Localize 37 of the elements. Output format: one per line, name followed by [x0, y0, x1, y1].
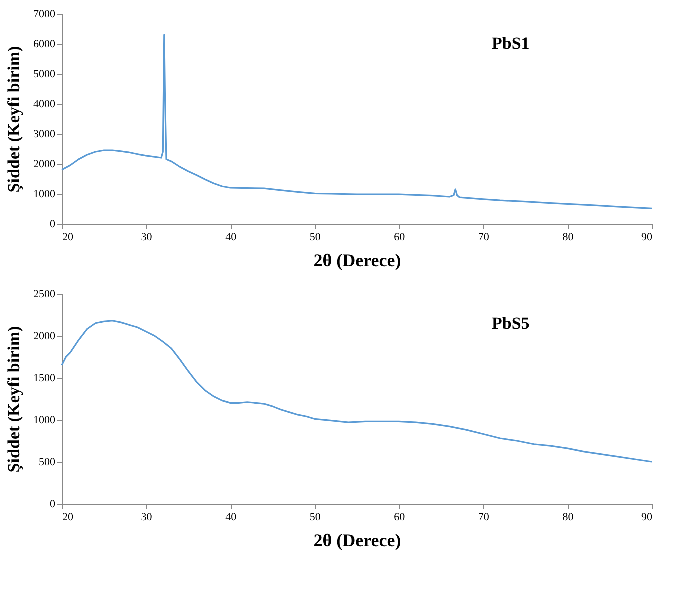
annotation: PbS1	[492, 34, 530, 53]
y-tick-label: 500	[39, 456, 56, 468]
y-tick-label: 1500	[34, 372, 56, 384]
y-tick-label: 2000	[34, 330, 56, 342]
y-tick-label: 4000	[34, 98, 56, 110]
x-axis-title: 2θ (Derece)	[314, 530, 402, 550]
y-tick-label: 0	[50, 218, 56, 230]
x-tick-label: 60	[394, 232, 406, 244]
x-tick-label: 90	[642, 512, 653, 524]
x-tick-label: 40	[226, 232, 238, 244]
x-tick-label: 70	[478, 512, 490, 524]
annotation: PbS5	[492, 314, 530, 333]
y-tick-label: 1000	[34, 188, 56, 200]
x-tick-label: 70	[478, 232, 490, 244]
x-tick-label: 40	[226, 512, 238, 524]
x-axis-title: 2θ (Derece)	[314, 250, 402, 270]
x-tick-label: 30	[141, 512, 153, 524]
y-axis-title: Şiddet (Keyfi birim)	[4, 326, 24, 473]
x-tick-label: 90	[642, 232, 653, 244]
y-tick-label: 2000	[34, 158, 56, 170]
x-tick-label: 50	[310, 512, 322, 524]
x-tick-label: 50	[310, 232, 322, 244]
y-tick-label: 6000	[34, 38, 56, 50]
y-tick-label: 7000	[34, 8, 56, 20]
x-tick-label: 80	[562, 512, 574, 524]
x-tick-label: 80	[562, 232, 574, 244]
y-tick-label: 2500	[34, 288, 56, 300]
y-axis-title: Şiddet (Keyfi birim)	[4, 46, 24, 193]
y-tick-label: 1000	[34, 414, 56, 426]
y-tick-label: 3000	[34, 128, 56, 140]
y-tick-label: 0	[50, 498, 56, 510]
line-series	[61, 34, 653, 210]
x-tick-label: 20	[62, 512, 74, 524]
x-tick-label: 60	[394, 512, 406, 524]
x-tick-label: 30	[141, 232, 153, 244]
x-tick-label: 20	[62, 232, 74, 244]
y-tick-label: 5000	[34, 68, 56, 80]
